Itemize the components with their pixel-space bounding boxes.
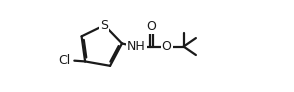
- Text: Cl: Cl: [58, 54, 71, 67]
- Text: S: S: [100, 19, 108, 32]
- Text: O: O: [146, 20, 156, 33]
- Text: O: O: [162, 40, 172, 53]
- Text: NH: NH: [127, 40, 146, 53]
